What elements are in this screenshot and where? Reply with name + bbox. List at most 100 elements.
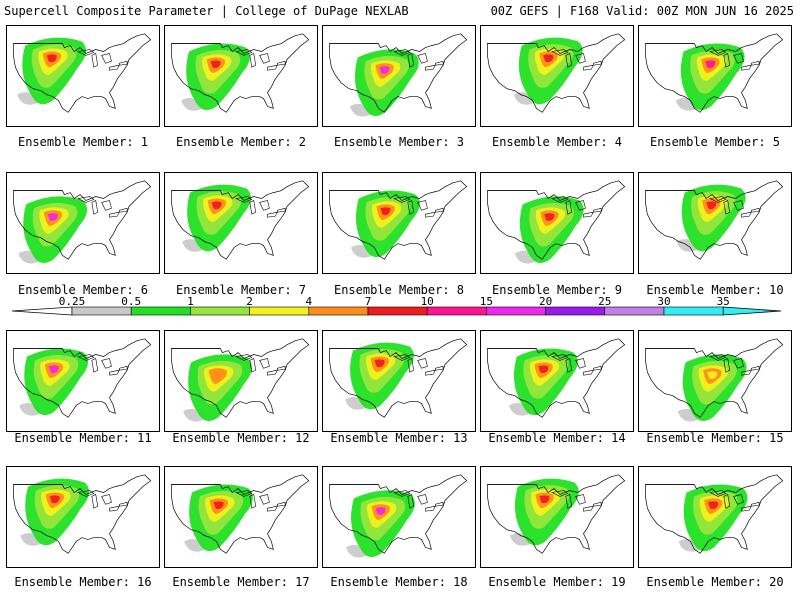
member-label-1: Ensemble Member: 1: [4, 135, 162, 149]
great-lake-outline: [583, 212, 593, 217]
scp-map-plot: [323, 331, 475, 431]
scp-map-plot: [7, 26, 159, 126]
scp-map-plot: [639, 331, 791, 431]
great-lake-outline: [435, 208, 443, 212]
ensemble-map-8: [322, 172, 476, 274]
legend-tick-label: 15: [480, 296, 493, 308]
legend-tick-label: 1: [187, 296, 194, 308]
legend-swatch-2: [190, 307, 249, 315]
great-lake-outline: [260, 494, 270, 504]
great-lake-outline: [102, 358, 112, 368]
member-label-11: Ensemble Member: 11: [4, 431, 162, 445]
scp-map-plot: [639, 467, 791, 567]
legend-tick-label: 2: [246, 296, 253, 308]
great-lake-outline: [109, 65, 119, 70]
header-valid-time: 00Z GEFS | F168 Valid: 00Z MON JUN 16 20…: [491, 4, 794, 18]
member-label-14: Ensemble Member: 14: [478, 431, 636, 445]
great-lake-outline: [593, 502, 601, 506]
member-label-15: Ensemble Member: 15: [636, 431, 794, 445]
great-lake-outline: [593, 366, 601, 370]
scp-map-plot: [323, 173, 475, 273]
scp-map-plot: [7, 173, 159, 273]
great-lake-outline: [435, 61, 443, 65]
member-label-13: Ensemble Member: 13: [320, 431, 478, 445]
ensemble-map-13: [322, 330, 476, 432]
legend-tick-label: 30: [657, 296, 670, 308]
ensemble-map-15: [638, 330, 792, 432]
legend-swatch-5: [368, 307, 427, 315]
legend-tick-label: 7: [365, 296, 372, 308]
great-lake-outline: [250, 53, 256, 67]
ensemble-map-10: [638, 172, 792, 274]
great-lake-outline: [418, 200, 428, 210]
member-label-16: Ensemble Member: 16: [4, 575, 162, 589]
member-label-9: Ensemble Member: 9: [478, 283, 636, 297]
great-lake-outline: [260, 53, 270, 63]
great-lake-outline: [102, 53, 112, 63]
scp-map-plot: [165, 173, 317, 273]
great-lake-outline: [277, 502, 285, 506]
ensemble-map-2: [164, 25, 318, 127]
ensemble-map-9: [480, 172, 634, 274]
great-lake-outline: [425, 370, 435, 375]
ensemble-map-18: [322, 466, 476, 568]
great-lake-outline: [119, 502, 127, 506]
legend-tick-label: 4: [305, 296, 312, 308]
great-lake-outline: [576, 494, 586, 504]
member-label-5: Ensemble Member: 5: [636, 135, 794, 149]
great-lake-outline: [92, 53, 98, 67]
great-lake-outline: [92, 358, 98, 372]
ensemble-map-1: [6, 25, 160, 127]
great-lake-outline: [425, 506, 435, 511]
great-lake-outline: [583, 65, 593, 70]
color-scale-legend: 0.25 0.5 1 2 4 7 10 15 20 25 30 35: [0, 296, 800, 324]
great-lake-outline: [583, 370, 593, 375]
great-lake-outline: [102, 494, 112, 504]
member-label-7: Ensemble Member: 7: [162, 283, 320, 297]
great-lake-outline: [425, 65, 435, 70]
scp-map-plot: [481, 331, 633, 431]
great-lake-outline: [435, 366, 443, 370]
member-label-2: Ensemble Member: 2: [162, 135, 320, 149]
legend-tick-label: 35: [717, 296, 730, 308]
legend-swatch-7: [486, 307, 545, 315]
scp-map-plot: [639, 173, 791, 273]
great-lake-outline: [277, 366, 285, 370]
great-lake-outline: [418, 494, 428, 504]
ensemble-map-5: [638, 25, 792, 127]
scp-map-plot: [165, 26, 317, 126]
scp-map-plot: [323, 26, 475, 126]
great-lake-outline: [741, 212, 751, 217]
ensemble-map-16: [6, 466, 160, 568]
great-lake-outline: [250, 200, 256, 214]
ensemble-map-20: [638, 466, 792, 568]
legend-swatch-3: [250, 307, 309, 315]
ensemble-map-17: [164, 466, 318, 568]
great-lake-outline: [267, 65, 277, 70]
scp-map-plot: [7, 331, 159, 431]
legend-tick-label: 0.5: [121, 296, 141, 308]
great-lake-outline: [109, 506, 119, 511]
great-lake-outline: [751, 502, 759, 506]
scp-map-plot: [639, 26, 791, 126]
great-lake-outline: [277, 61, 285, 65]
member-label-8: Ensemble Member: 8: [320, 283, 478, 297]
ensemble-map-19: [480, 466, 634, 568]
scp-map-plot: [323, 467, 475, 567]
great-lake-outline: [418, 358, 428, 368]
great-lake-outline: [102, 200, 112, 210]
ensemble-map-4: [480, 25, 634, 127]
great-lake-outline: [435, 502, 443, 506]
great-lake-outline: [751, 61, 759, 65]
legend-swatch-6: [427, 307, 486, 315]
great-lake-outline: [109, 370, 119, 375]
scp-map-plot: [481, 173, 633, 273]
great-lake-outline: [92, 200, 98, 214]
member-label-10: Ensemble Member: 10: [636, 283, 794, 297]
legend-tick-label: 25: [598, 296, 611, 308]
great-lake-outline: [267, 506, 277, 511]
scp-map-plot: [481, 26, 633, 126]
legend-tick-label: 10: [421, 296, 434, 308]
ensemble-map-11: [6, 330, 160, 432]
great-lake-outline: [119, 208, 127, 212]
